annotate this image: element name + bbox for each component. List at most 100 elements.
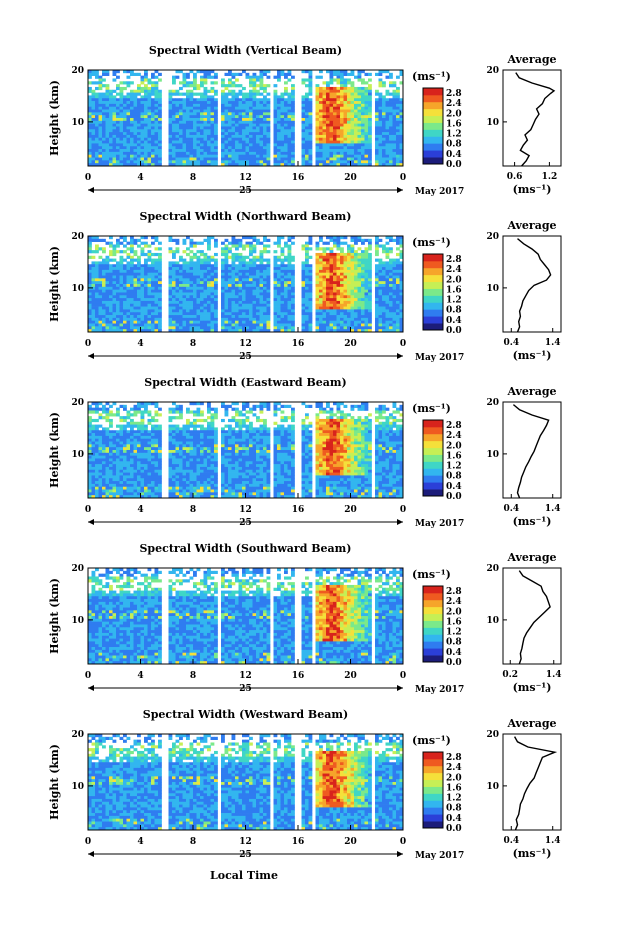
heatmap-cell: [245, 306, 250, 310]
heatmap-cell: [329, 317, 334, 322]
heatmap-cell: [196, 115, 201, 119]
heatmap-cell: [259, 326, 264, 330]
heatmap-cell: [98, 275, 103, 279]
heatmap-cell: [364, 146, 369, 150]
heatmap-cell: [203, 149, 208, 153]
heatmap-cell: [252, 160, 257, 164]
heatmap-cell: [322, 129, 327, 133]
heatmap-cell: [235, 281, 239, 285]
heatmap-cell: [91, 81, 96, 85]
heatmap-cell: [375, 317, 379, 322]
heatmap-cell: [277, 309, 281, 313]
heatmap-cell: [291, 143, 295, 147]
heatmap-cell: [119, 326, 124, 330]
heatmap-cell: [98, 154, 103, 158]
heatmap-cell: [252, 163, 257, 167]
heatmap-cell: [189, 89, 194, 93]
heatmap-cell: [116, 137, 120, 141]
heatmap-cell: [385, 106, 390, 110]
heatmap-cell: [350, 101, 355, 105]
heatmap-cell: [105, 106, 110, 110]
heatmap-cell: [88, 286, 92, 290]
heatmap-cell: [259, 160, 264, 164]
heatmap-cell: [347, 86, 351, 91]
heatmap-cell: [207, 275, 211, 279]
heatmap-cell: [291, 281, 295, 285]
heatmap-cell: [207, 143, 211, 147]
heatmap-cell: [116, 244, 120, 248]
heatmap-cell: [245, 236, 250, 240]
heatmap-cell: [364, 320, 369, 324]
heatmap-cell: [280, 258, 285, 262]
heatmap-cell: [315, 143, 320, 147]
heatmap-cell: [123, 278, 127, 282]
heatmap-cell: [378, 267, 383, 271]
heatmap-cell: [158, 72, 162, 76]
heatmap-cell: [144, 92, 148, 96]
heatmap-cell: [336, 255, 341, 259]
heatmap-cell: [378, 272, 383, 276]
heatmap-cell: [343, 106, 348, 110]
heatmap-cell: [259, 78, 264, 82]
heatmap-cell: [105, 129, 110, 133]
heatmap-cell: [399, 278, 404, 282]
heatmap-cell: [263, 146, 267, 150]
heatmap-cell: [186, 149, 190, 153]
heatmap-cell: [301, 267, 306, 271]
heatmap-cell: [368, 103, 372, 108]
heatmap-cell: [284, 120, 288, 124]
heatmap-cell: [354, 315, 358, 319]
heatmap-cell: [137, 320, 141, 324]
heatmap-cell: [389, 329, 393, 333]
heatmap-cell: [308, 306, 313, 310]
heatmap-cell: [357, 78, 362, 82]
heatmap-cell: [249, 112, 253, 116]
heatmap-cell: [340, 329, 344, 333]
heatmap-cell: [333, 78, 337, 82]
heatmap-cell: [207, 70, 211, 74]
heatmap-cell: [350, 312, 355, 316]
heatmap-cell: [305, 109, 309, 113]
heatmap-cell: [224, 123, 229, 127]
heatmap-cell: [284, 312, 288, 316]
heatmap-cell: [333, 309, 337, 313]
heatmap-cell: [315, 118, 320, 122]
heatmap-cell: [189, 289, 194, 293]
heatmap-cell: [228, 129, 232, 133]
heatmap-cell: [305, 126, 309, 130]
heatmap-cell: [277, 238, 281, 242]
heatmap-cell: [396, 312, 400, 316]
heatmap-cell: [242, 123, 246, 127]
heatmap-cell: [105, 163, 110, 167]
heatmap-cell: [396, 272, 400, 276]
heatmap-cell: [277, 320, 281, 324]
heatmap-cell: [273, 303, 278, 307]
heatmap-cell: [263, 292, 267, 296]
heatmap-cell: [91, 154, 96, 158]
heatmap-cell: [245, 284, 250, 288]
heatmap-cell: [343, 258, 348, 262]
heatmap-cell: [126, 140, 131, 144]
heatmap-cell: [119, 137, 124, 141]
heatmap-cell: [224, 284, 229, 288]
heatmap-cell: [315, 244, 320, 248]
heatmap-cell: [207, 123, 211, 127]
heatmap-cell: [354, 112, 358, 116]
heatmap-cell: [354, 303, 358, 307]
heatmap-cell: [88, 95, 92, 99]
heatmap-cell: [193, 151, 197, 156]
heatmap-cell: [182, 329, 187, 333]
heatmap-cell: [399, 323, 404, 327]
heatmap-cell: [95, 143, 99, 147]
heatmap-cell: [231, 72, 236, 76]
heatmap-cell: [340, 92, 344, 96]
heatmap-cell: [126, 247, 131, 251]
heatmap-cell: [382, 81, 386, 85]
heatmap-cell: [231, 132, 236, 136]
heatmap-cell: [375, 286, 379, 290]
heatmap-cell: [126, 146, 131, 150]
heatmap-cell: [329, 109, 334, 113]
heatmap-cell: [291, 323, 295, 327]
heatmap-cell: [385, 236, 390, 240]
heatmap-cell: [214, 258, 218, 262]
